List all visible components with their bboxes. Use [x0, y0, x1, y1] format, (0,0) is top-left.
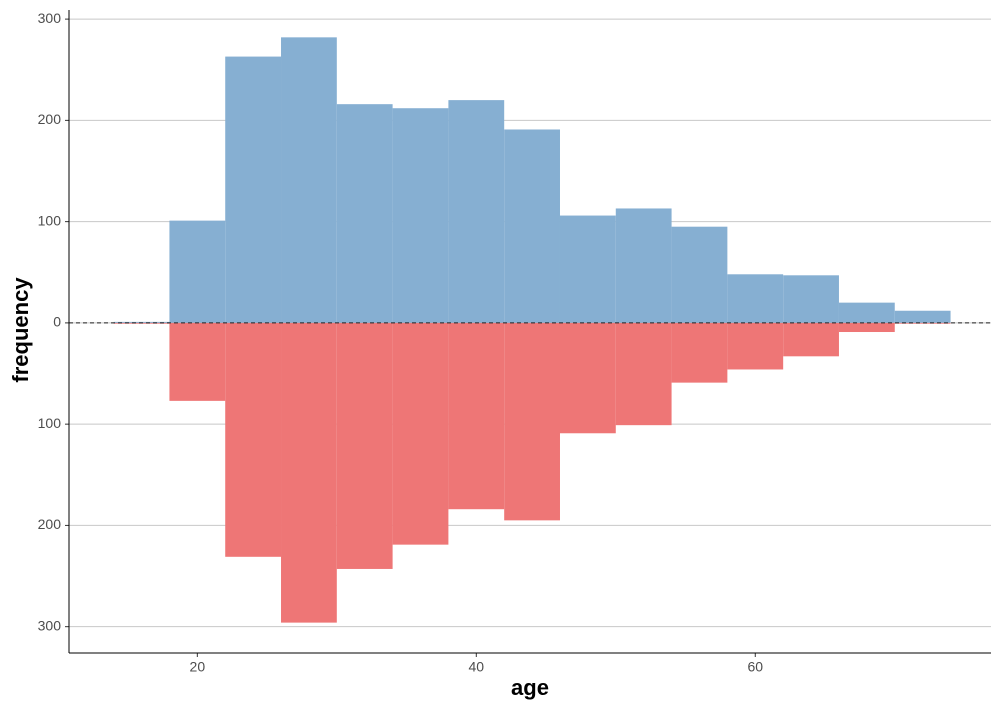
y-tick-label: 200 [38, 516, 62, 532]
histogram-bar [392, 322, 449, 545]
histogram-bar [559, 215, 616, 323]
x-tick-label: 20 [190, 659, 206, 675]
histogram-bar [225, 56, 282, 323]
y-tick-label: 100 [38, 212, 62, 228]
histogram-bar [336, 104, 393, 323]
x-tick-label: 40 [469, 659, 485, 675]
histogram-bar [448, 100, 505, 323]
histogram-bar [448, 322, 505, 510]
histogram-bar [615, 208, 672, 323]
histogram-bar [225, 322, 282, 557]
x-tick-label: 60 [747, 659, 763, 675]
histogram-bar [281, 322, 337, 623]
histogram-bar [169, 220, 226, 323]
histogram-bar [727, 274, 784, 323]
histogram-bar [559, 322, 616, 434]
histogram-bar [783, 275, 839, 323]
histogram-bar [838, 302, 895, 323]
histogram-bar [281, 37, 337, 323]
y-tick-label: 0 [53, 314, 61, 330]
histogram-bar [894, 322, 951, 324]
histogram-bar [113, 321, 170, 323]
x-axis-title: age [511, 675, 549, 700]
histogram-bar [615, 322, 672, 426]
histogram-bar [671, 322, 728, 383]
histogram-bar [783, 322, 839, 357]
histogram-bar [504, 129, 560, 323]
histogram-bar [894, 310, 951, 323]
histogram-bar [838, 322, 895, 333]
histogram-bar [727, 322, 784, 370]
histogram-bar [336, 322, 393, 569]
y-tick-label: 300 [38, 10, 62, 26]
y-tick-label: 300 [38, 617, 62, 633]
histogram-bar [504, 322, 560, 521]
y-tick-label: 100 [38, 415, 62, 431]
y-tick-label: 200 [38, 111, 62, 127]
histogram-bar [169, 322, 226, 401]
histogram-bar [392, 108, 449, 323]
histogram-bar [671, 226, 728, 323]
y-axis-title: frequency [8, 277, 33, 383]
